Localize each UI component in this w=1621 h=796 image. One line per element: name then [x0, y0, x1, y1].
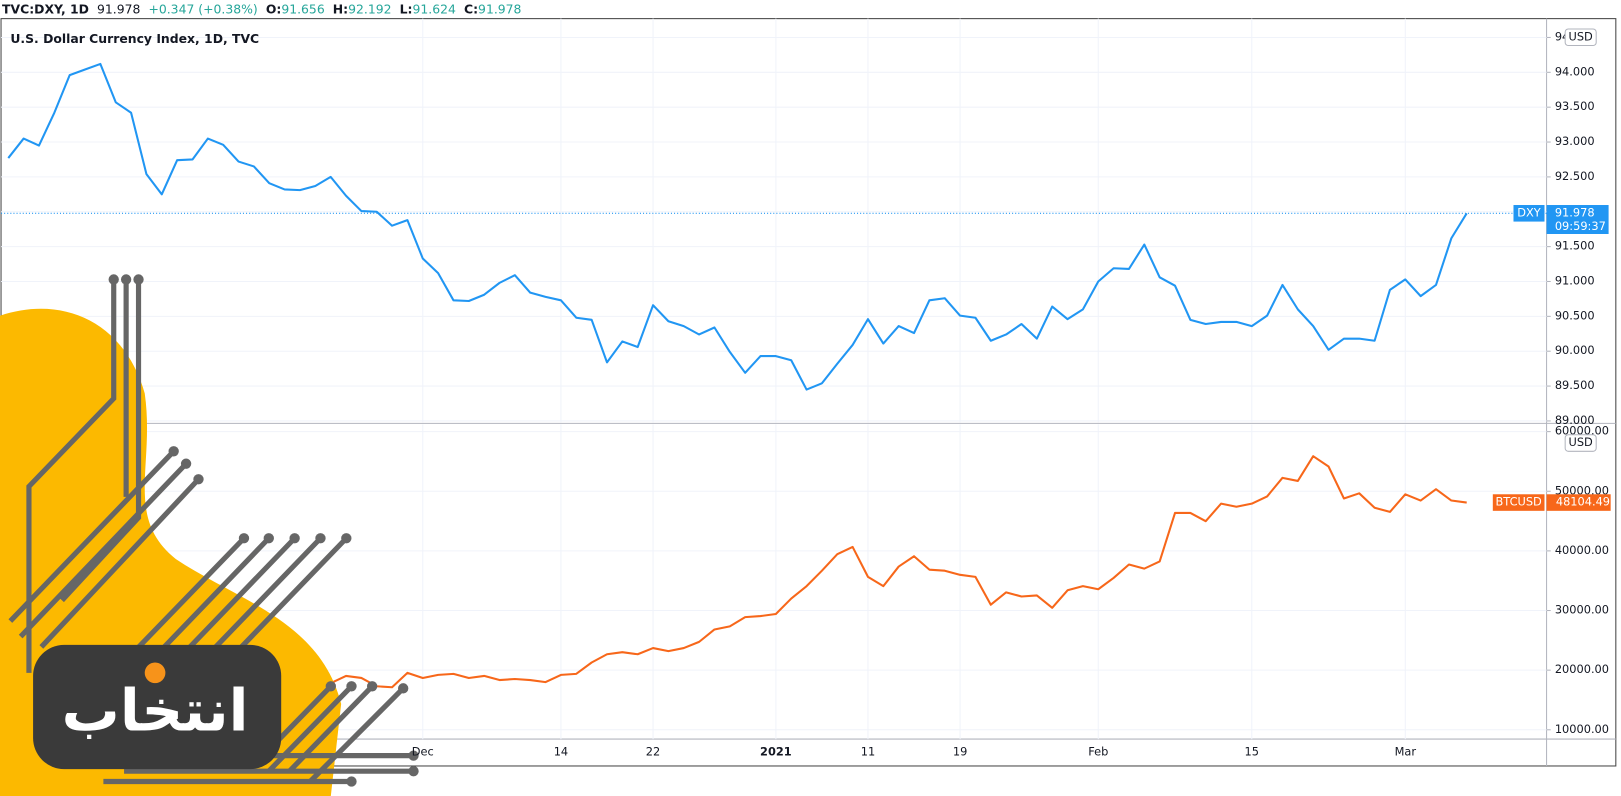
y-tick-label: 89.000	[1555, 413, 1595, 427]
x-tick-label: 15	[1245, 745, 1259, 759]
price-line	[7, 62, 1468, 391]
y-tick-label: 50000.00	[1555, 483, 1609, 497]
currency-label: USD	[1569, 29, 1594, 43]
last-price: 48104.49	[1556, 495, 1610, 509]
y-tick-label: 89.500	[1555, 378, 1595, 392]
y-tick-label: 60000.00	[1555, 424, 1609, 438]
y-tick-label: 10000.00	[1555, 722, 1609, 736]
x-tick-label: 19	[953, 745, 967, 759]
low: 91.624	[413, 1, 456, 16]
countdown: 09:59:37	[1555, 219, 1606, 233]
y-tick-label: 93.500	[1555, 99, 1595, 113]
close-label: C:	[464, 1, 478, 16]
currency-box	[1564, 434, 1597, 452]
currency-box	[1564, 28, 1597, 47]
series-name: DXY	[1517, 205, 1541, 219]
high: 92.192	[348, 1, 391, 16]
x-tick-label: Dec	[412, 745, 434, 759]
y-tick-label: 30000.00	[1555, 603, 1609, 617]
series-name-box	[1513, 205, 1545, 222]
y-tick-label: 91.500	[1555, 239, 1595, 253]
last-price-box	[1546, 494, 1611, 511]
y-tick-label: 94.000	[1555, 64, 1595, 78]
x-tick-label: 14	[554, 745, 568, 759]
close: 91.978	[478, 1, 521, 16]
header: TVC:DXY, 1D 91.978 +0.347 (+0.38%) O:91.…	[2, 1, 521, 16]
logo-coin	[144, 662, 166, 684]
open: 91.656	[281, 1, 324, 16]
price-labels: Dec 14 22 2021 11 19 Feb 15 Mar 89.000 89.500 90.00…	[10, 28, 1611, 759]
logo: انتخاب	[0, 274, 419, 796]
x-tick-label: Feb	[1088, 745, 1108, 759]
last-price: 91.978	[97, 1, 140, 16]
y-tick-label: 93.000	[1555, 134, 1595, 148]
y-tick-label: 90.500	[1555, 308, 1595, 322]
y-tick-label: 91.000	[1555, 273, 1595, 287]
open-label: O:	[266, 1, 282, 16]
last-price: 91.978	[1555, 205, 1595, 219]
series-name: BTCUSD	[1496, 495, 1542, 509]
symbol: TVC:DXY, 1D	[2, 1, 89, 16]
grid	[1, 18, 1547, 740]
high-label: H:	[333, 1, 348, 16]
logo-badge	[33, 644, 282, 770]
low-label: L:	[400, 1, 413, 16]
series-name-box	[1492, 494, 1545, 511]
logo-text: انتخاب	[62, 676, 249, 744]
x-tick-label: 22	[646, 745, 660, 759]
logo-nodes	[108, 274, 419, 787]
change: +0.347 (+0.38%)	[148, 1, 257, 16]
y-tick-label: 40000.00	[1555, 543, 1609, 557]
y-tick-label: 92.500	[1555, 169, 1595, 183]
x-tick-label: 11	[861, 745, 875, 759]
last-price-box	[1546, 205, 1609, 234]
x-tick-label: 2021	[760, 745, 792, 759]
x-tick-label: Mar	[1395, 745, 1417, 759]
currency-label: USD	[1569, 435, 1594, 449]
chart-title: U.S. Dollar Currency Index, 1D, TVC	[10, 31, 259, 46]
y-tick-label: 20000.00	[1555, 662, 1609, 676]
y-tick-label: 90.000	[1555, 343, 1595, 357]
